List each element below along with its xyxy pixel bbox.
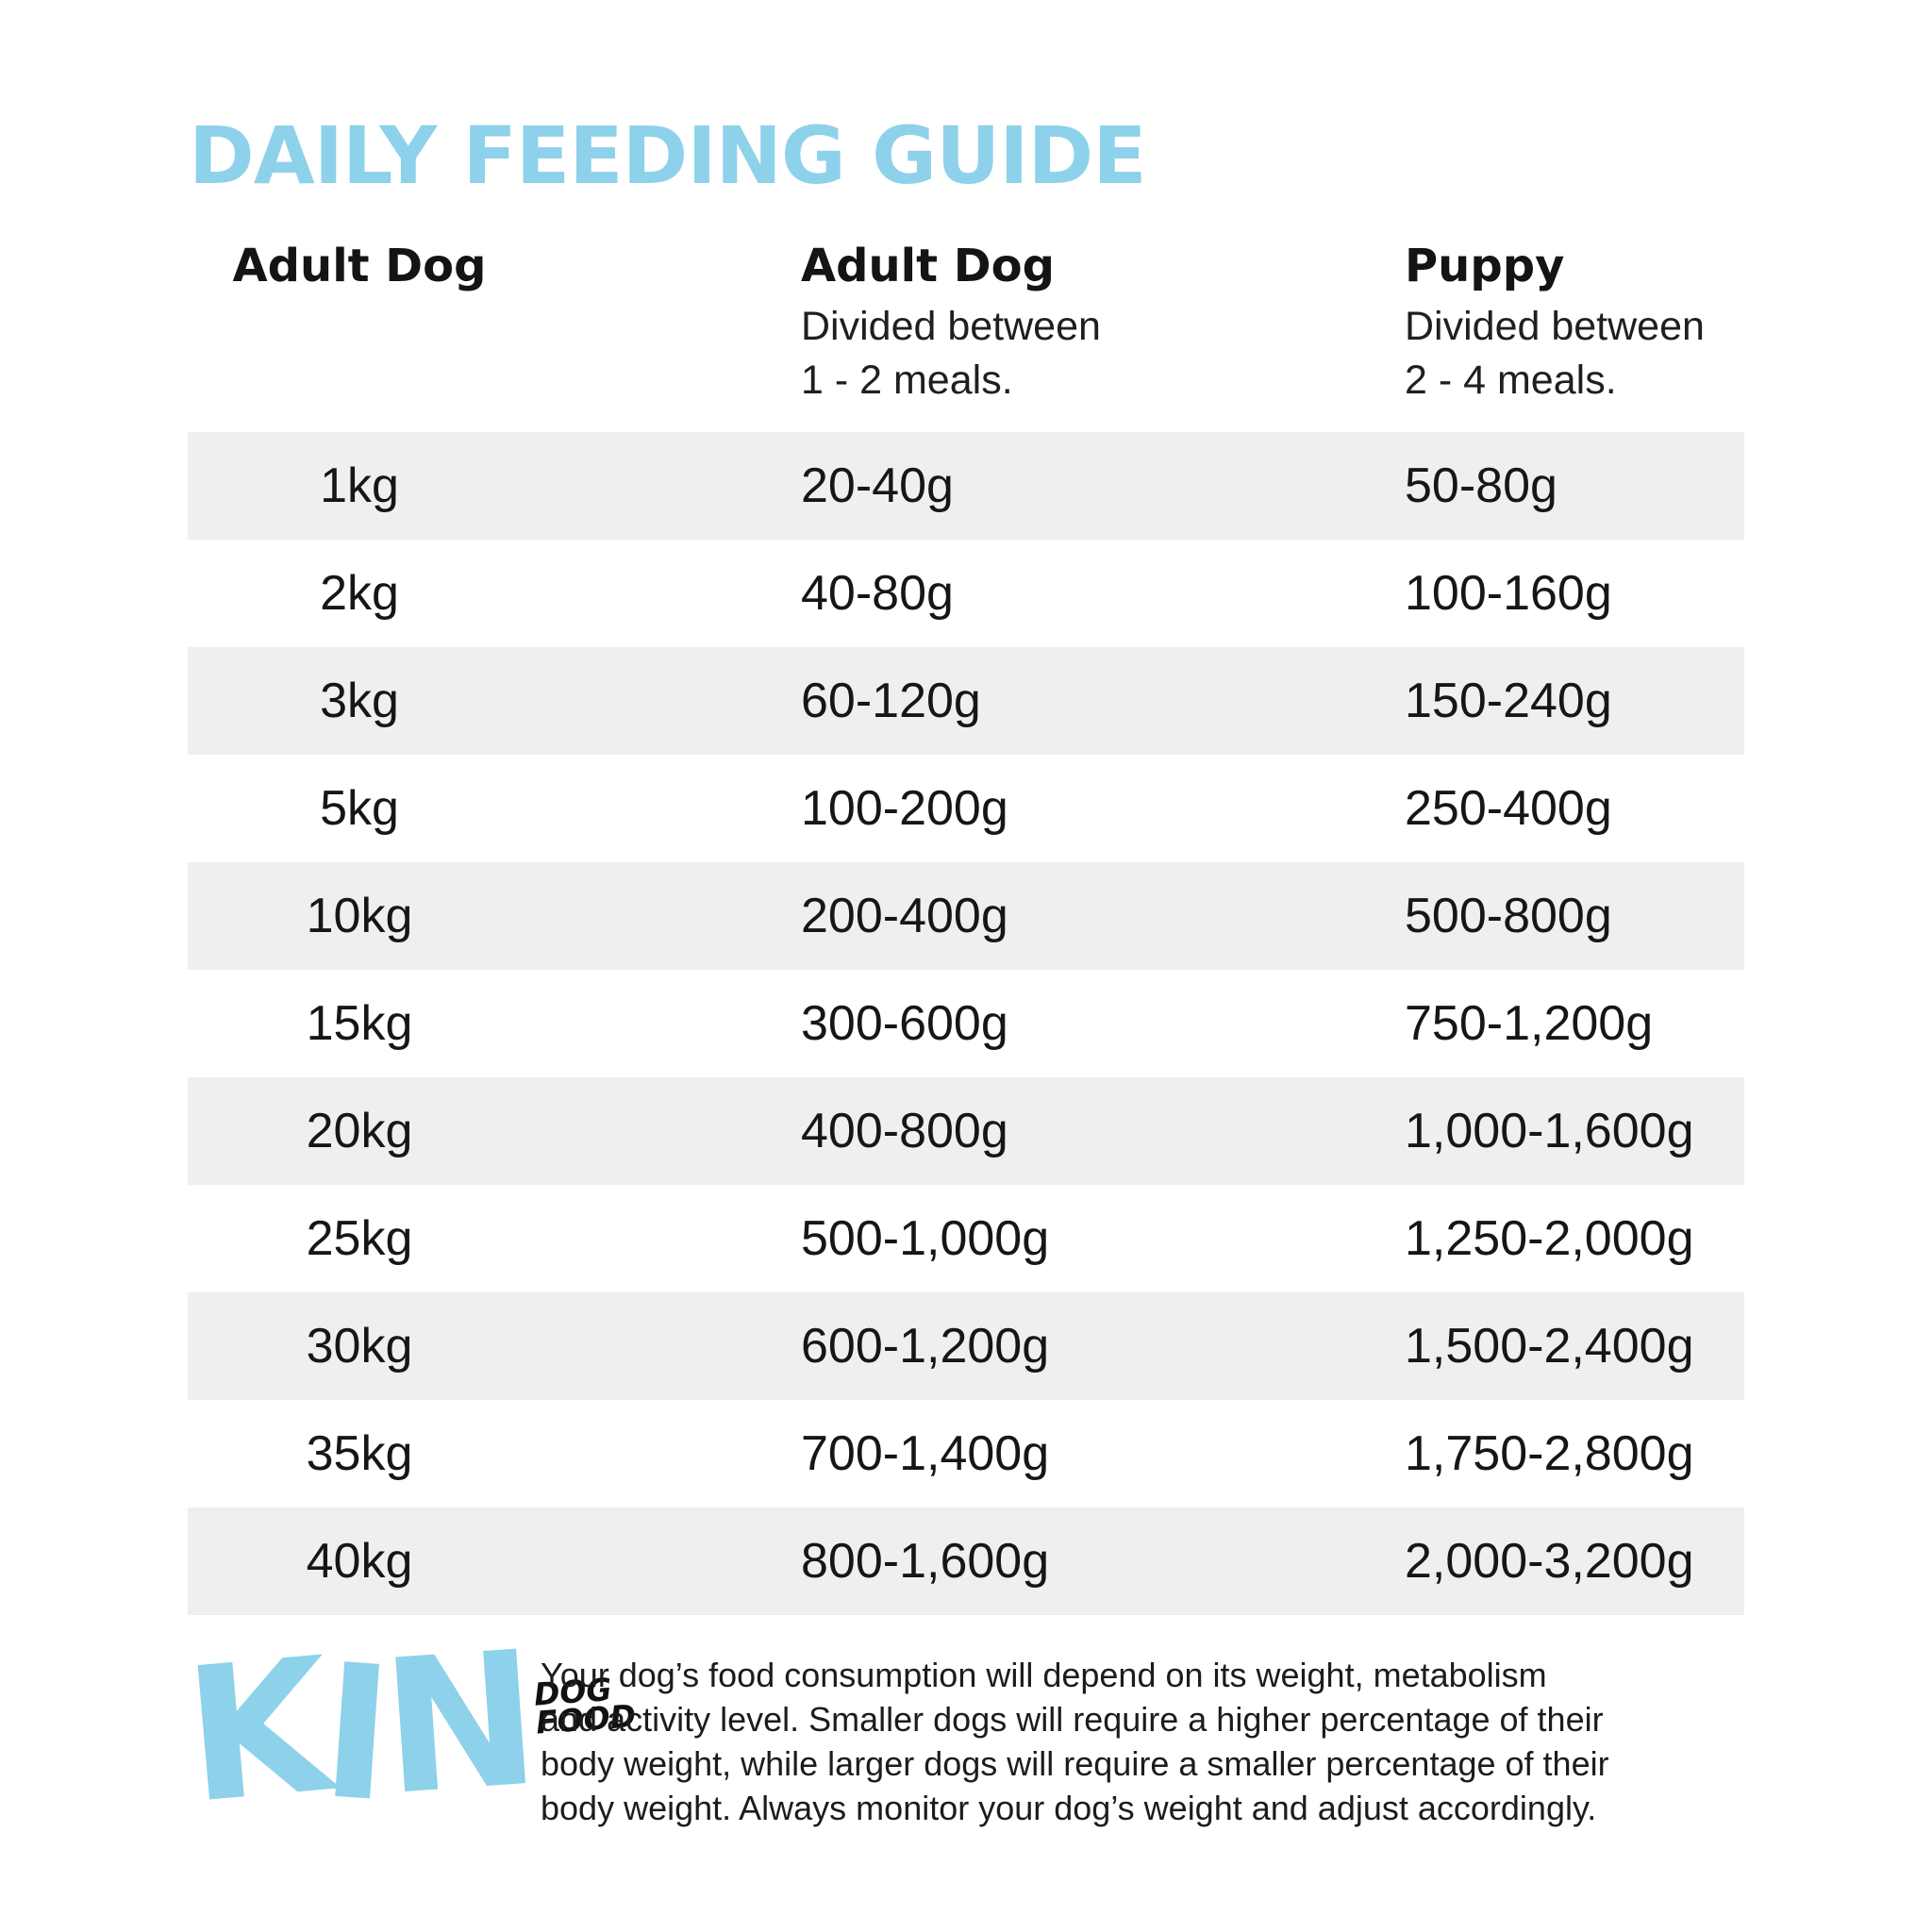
puppy-amount-cell: 2,000-3,200g (1405, 1534, 1694, 1589)
feeding-table: 1kg 20-40g 50-80g 2kg 40-80g 100-160g 3k… (188, 432, 1744, 1615)
header-sub-adult-line2: 1 - 2 meals. (801, 358, 1013, 403)
weight-cell: 30kg (306, 1319, 413, 1374)
weight-cell: 10kg (306, 889, 413, 943)
weight-cell: 15kg (306, 996, 413, 1051)
header-col-puppy: Puppy Divided between 2 - 4 meals. (1405, 238, 1744, 408)
adult-amount-cell: 300-600g (801, 996, 1008, 1051)
table-row: 30kg 600-1,200g 1,500-2,400g (188, 1292, 1744, 1400)
adult-amount-cell: 700-1,400g (801, 1426, 1050, 1481)
adult-amount-cell: 60-120g (801, 674, 981, 728)
puppy-amount-cell: 50-80g (1405, 458, 1557, 513)
puppy-amount-cell: 250-400g (1405, 781, 1612, 836)
page-title: DAILY FEEDING GUIDE (189, 109, 1147, 202)
logo-letter-n: N (375, 1611, 539, 1838)
puppy-amount-cell: 1,750-2,800g (1405, 1426, 1694, 1481)
weight-cell: 5kg (320, 781, 399, 836)
header-sub-puppy: Divided between 2 - 4 meals. (1405, 300, 1744, 408)
puppy-amount-cell: 100-160g (1405, 566, 1612, 621)
table-row: 2kg 40-80g 100-160g (188, 540, 1744, 647)
adult-amount-cell: 40-80g (801, 566, 954, 621)
table-row: 5kg 100-200g 250-400g (188, 755, 1744, 862)
weight-cell: 40kg (306, 1534, 413, 1589)
puppy-amount-cell: 1,000-1,600g (1405, 1104, 1694, 1158)
adult-amount-cell: 100-200g (801, 781, 1008, 836)
kin-logo-word: K I N (177, 1612, 538, 1845)
footer-note: Your dog’s food consumption will depend … (541, 1653, 1609, 1830)
header-col-adult: Adult Dog Divided between 1 - 2 meals. (801, 238, 1405, 408)
puppy-amount-cell: 150-240g (1405, 674, 1612, 728)
table-row: 40kg 800-1,600g 2,000-3,200g (188, 1507, 1744, 1615)
table-row: 25kg 500-1,000g 1,250-2,000g (188, 1185, 1744, 1292)
weight-cell: 35kg (306, 1426, 413, 1481)
footer-note-line2: and activity level. Smaller dogs will re… (541, 1700, 1604, 1739)
weight-cell: 1kg (320, 458, 399, 513)
header-col-weight: Adult Dog (188, 238, 801, 408)
header-label-puppy: Puppy (1405, 240, 1565, 292)
footer-note-line3: body weight, while larger dogs will requ… (541, 1744, 1609, 1783)
header-sub-adult-line1: Divided between (801, 304, 1101, 349)
weight-cell: 2kg (320, 566, 399, 621)
adult-amount-cell: 200-400g (801, 889, 1008, 943)
puppy-amount-cell: 1,500-2,400g (1405, 1319, 1694, 1374)
weight-cell: 20kg (306, 1104, 413, 1158)
footer-note-line4: body weight. Always monitor your dog’s w… (541, 1789, 1597, 1827)
header-label-adult-weight: Adult Dog (232, 240, 487, 292)
table-header: Adult Dog Adult Dog Divided between 1 - … (188, 238, 1744, 408)
logo-letter-k: K (177, 1619, 332, 1845)
header-sub-puppy-line1: Divided between (1405, 304, 1705, 349)
adult-amount-cell: 20-40g (801, 458, 954, 513)
header-label-adult: Adult Dog (801, 240, 1055, 292)
adult-amount-cell: 500-1,000g (801, 1211, 1050, 1266)
table-row: 10kg 200-400g 500-800g (188, 862, 1744, 970)
weight-cell: 3kg (320, 674, 399, 728)
weight-cell: 25kg (306, 1211, 413, 1266)
header-sub-puppy-line2: 2 - 4 meals. (1405, 358, 1617, 403)
adult-amount-cell: 600-1,200g (801, 1319, 1050, 1374)
puppy-amount-cell: 1,250-2,000g (1405, 1211, 1694, 1266)
header-sub-adult: Divided between 1 - 2 meals. (801, 300, 1405, 408)
footer-note-line1: Your dog’s food consumption will depend … (541, 1656, 1547, 1694)
table-row: 1kg 20-40g 50-80g (188, 432, 1744, 540)
table-row: 15kg 300-600g 750-1,200g (188, 970, 1744, 1077)
table-row: 20kg 400-800g 1,000-1,600g (188, 1077, 1744, 1185)
table-row: 3kg 60-120g 150-240g (188, 647, 1744, 755)
puppy-amount-cell: 500-800g (1405, 889, 1612, 943)
table-row: 35kg 700-1,400g 1,750-2,800g (188, 1400, 1744, 1507)
puppy-amount-cell: 750-1,200g (1405, 996, 1654, 1051)
adult-amount-cell: 800-1,600g (801, 1534, 1050, 1589)
adult-amount-cell: 400-800g (801, 1104, 1008, 1158)
